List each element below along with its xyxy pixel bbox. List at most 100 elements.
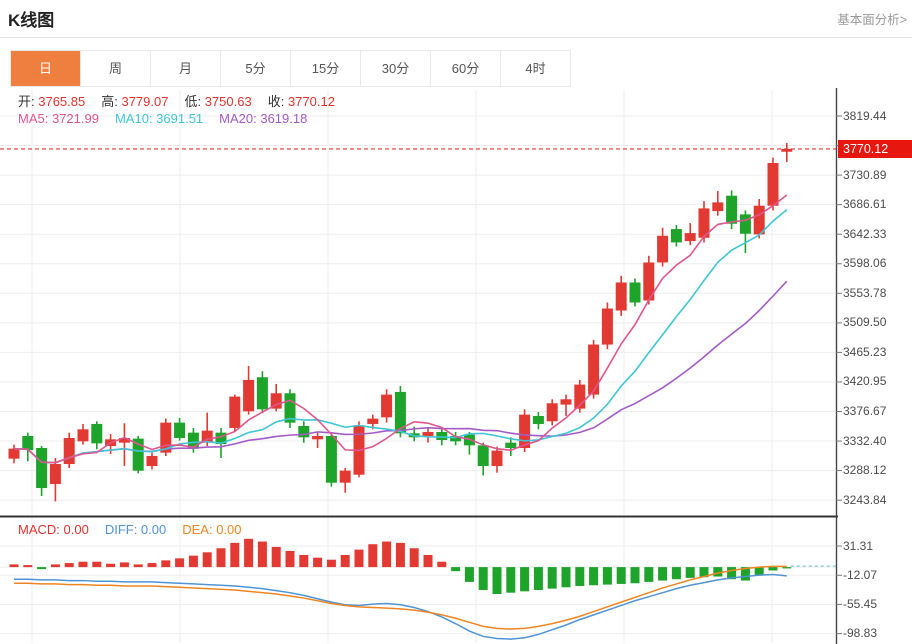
candle-up [643, 262, 655, 301]
candle-up [49, 464, 61, 485]
macd-bar-down [644, 567, 654, 582]
macd-bar-up [230, 542, 240, 568]
tab-60min[interactable]: 60分 [431, 51, 501, 86]
tab-5min[interactable]: 5分 [221, 51, 291, 86]
macd-histogram [9, 538, 792, 595]
candle-up [753, 205, 765, 235]
candle-up [588, 344, 600, 395]
candle-up [270, 393, 282, 409]
candle-up [698, 208, 710, 238]
macd-bar-up [423, 554, 433, 568]
tab-week[interactable]: 周 [81, 51, 151, 86]
macd-bar-up [257, 541, 267, 568]
macd-bar-down [768, 567, 778, 571]
candle-up [684, 233, 696, 242]
candle-up [601, 308, 613, 345]
macd-bar-up [147, 563, 157, 568]
macd-bar-down [561, 567, 571, 588]
macd-bar-up [175, 558, 185, 568]
macd-bar-down [520, 567, 530, 592]
candle-down [36, 447, 48, 489]
macd-bar-up [409, 548, 419, 568]
macd-bar-up [23, 565, 33, 568]
candle-down [477, 445, 489, 467]
candle-up [312, 435, 324, 440]
macd-bar-up [64, 563, 74, 568]
macd-bar-down [616, 567, 626, 584]
macd-bar-down [658, 567, 668, 581]
macd-bar-down [533, 567, 543, 590]
tab-30min[interactable]: 30分 [361, 51, 431, 86]
candle-down [739, 214, 751, 234]
candle-down [394, 391, 406, 434]
macd-bar-up [119, 562, 129, 568]
candle-down [215, 432, 227, 444]
macd-bar-down [506, 567, 516, 593]
candle-down [629, 282, 641, 303]
macd-bar-down [671, 567, 681, 580]
candle-up [519, 414, 531, 448]
macd-bar-down [547, 567, 557, 589]
candle-up [339, 470, 351, 483]
macd-bar-up [313, 557, 323, 568]
ma10-line [13, 209, 788, 464]
macd-bar-up [106, 563, 116, 568]
macd-bar-down [713, 567, 723, 577]
candle-down [298, 425, 310, 438]
candle-down [256, 377, 268, 410]
macd-bar-up [299, 554, 309, 568]
diff-line [14, 573, 787, 640]
macd-bar-down [699, 567, 709, 578]
tab-4hour[interactable]: 4时 [501, 51, 570, 86]
tab-day[interactable]: 日 [11, 51, 81, 86]
candle-down [22, 435, 34, 450]
macd-bar-up [437, 561, 447, 568]
macd-bar-up [326, 559, 336, 568]
tab-month[interactable]: 月 [151, 51, 221, 86]
candle-up [63, 437, 75, 465]
candle-up [422, 431, 434, 436]
candle-up [615, 282, 627, 311]
macd-bar-up [244, 538, 254, 568]
candle-down [91, 423, 103, 444]
ma5-line [13, 194, 788, 464]
candle-up [712, 202, 724, 212]
macd-bar-down [782, 567, 792, 569]
macd-bar-down [492, 567, 502, 595]
candle-up [781, 148, 793, 152]
fundamental-analysis-link[interactable]: 基本面分析> [837, 13, 907, 27]
candle-down [450, 435, 462, 442]
macd-bar-up [202, 552, 212, 568]
candle-up [201, 430, 213, 443]
candle-down [132, 438, 144, 471]
candle-up [243, 379, 255, 412]
candle-up [491, 450, 503, 467]
tab-15min[interactable]: 15分 [291, 51, 361, 86]
macd-bar-down [630, 567, 640, 584]
candle-up [8, 448, 20, 459]
candle-down [174, 422, 186, 438]
candle-down [505, 442, 517, 448]
candle-up [229, 396, 241, 428]
candle-down [726, 195, 738, 224]
macd-bar-up [9, 564, 19, 568]
macd-bar-up [271, 546, 281, 568]
macd-bar-down [478, 567, 488, 590]
macd-bar-down [685, 567, 695, 578]
candle-down [187, 432, 199, 449]
axis-ticks [836, 115, 842, 635]
candle-down [284, 393, 296, 423]
macd-bar-up [368, 544, 378, 568]
macd-bar-down [451, 567, 461, 572]
macd-bar-up [340, 554, 350, 568]
candle-up [367, 418, 379, 424]
candle-up [381, 394, 393, 418]
candle-up [574, 384, 586, 409]
candle-up [77, 429, 89, 442]
candle-down [670, 229, 682, 243]
macd-bar-down [575, 567, 585, 586]
dea-line [14, 565, 787, 630]
candle-up [118, 437, 130, 443]
